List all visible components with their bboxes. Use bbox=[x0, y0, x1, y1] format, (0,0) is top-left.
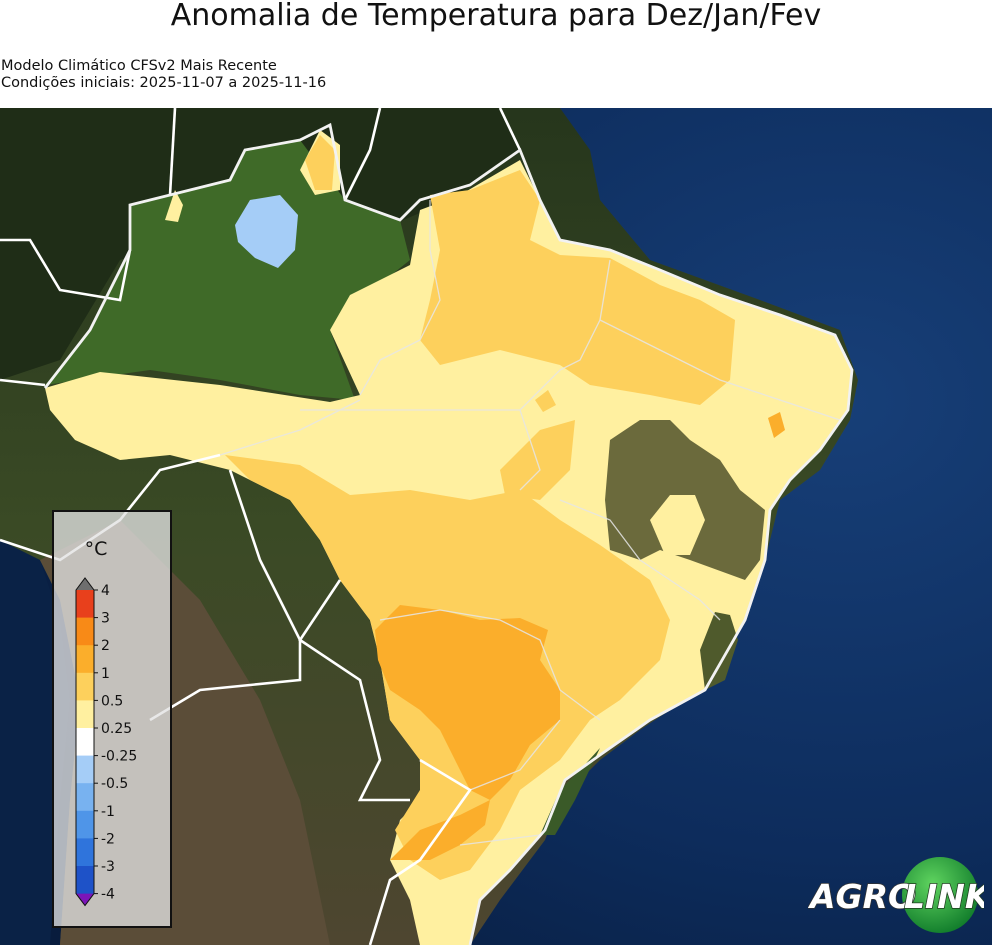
anomaly-region-0.25-0.5-northwest bbox=[165, 190, 183, 222]
colorbar-segment bbox=[76, 810, 94, 839]
colorbar-legend: °C 4 3 2 1 0.5 0.25 -0.25 -0.5 -1 -2 -3 -4 bbox=[52, 510, 172, 928]
anomaly-region-0.5-1-north bbox=[420, 170, 735, 405]
colorbar-tick-label: -0.5 bbox=[101, 776, 128, 792]
colorbar-tick-label: -3 bbox=[101, 859, 115, 875]
colorbar-segment bbox=[76, 590, 94, 619]
amazon-forest bbox=[45, 140, 410, 400]
brazil-outline bbox=[43, 122, 854, 945]
colorbar-segment bbox=[76, 700, 94, 729]
map-title: Anomalia de Temperatura para Dez/Jan/Fev bbox=[170, 0, 822, 33]
anomaly-region-0.5-1-northwest bbox=[305, 135, 335, 190]
colorbar-tick-label: -1 bbox=[101, 804, 115, 820]
colorbar-tick-label: -0.25 bbox=[101, 749, 137, 765]
colorbar-segment bbox=[76, 866, 94, 895]
logo-text-agro: AGRO bbox=[808, 877, 916, 916]
colorbar-under-arrow bbox=[76, 893, 94, 906]
colorbar-tick-label: 1 bbox=[101, 666, 110, 682]
agrolink-logo: AGRO LINK bbox=[808, 857, 984, 933]
colorbar-tick-label: 0.5 bbox=[101, 693, 123, 709]
colorbar-segment bbox=[76, 783, 94, 812]
colorbar-tick-label: 2 bbox=[101, 638, 110, 654]
colorbar-segment bbox=[76, 672, 94, 701]
colorbar-segment bbox=[76, 617, 94, 646]
logo-text-link: LINK bbox=[904, 877, 984, 916]
borders bbox=[219, 200, 841, 846]
neutral-region-espirito-santo bbox=[700, 612, 738, 690]
logo-circle bbox=[902, 857, 978, 933]
colorbar: 4 3 2 1 0.5 0.25 -0.25 -0.5 -1 -2 -3 -4 bbox=[75, 577, 137, 907]
anomaly-region-0.5-1-east bbox=[500, 420, 575, 500]
subtitle-model: Modelo Climático CFSv2 Mais Recente bbox=[1, 58, 277, 74]
colorbar-tick-label: -4 bbox=[101, 887, 115, 903]
colorbar-segment bbox=[76, 728, 94, 757]
colorbar-segment bbox=[76, 645, 94, 674]
colorbar-segment bbox=[76, 838, 94, 867]
neutral-region-coast-south bbox=[540, 748, 600, 835]
colorbar-segment bbox=[76, 755, 94, 784]
colorbar-tick-label: 0.25 bbox=[101, 721, 132, 737]
anomaly-region-neg-0.25-0.5 bbox=[235, 195, 298, 268]
map-subtitle: Modelo Climático CFSv2 Mais Recente Cond… bbox=[1, 58, 326, 92]
colorbar-tick-label: 4 bbox=[101, 583, 110, 599]
anomaly-region-1-2-small bbox=[768, 412, 785, 438]
anomaly-region-1-2 bbox=[375, 605, 560, 800]
anomaly-region-0.25-0.5-bahia bbox=[650, 495, 705, 555]
colorbar-over-arrow bbox=[76, 578, 94, 590]
legend-unit: °C bbox=[84, 538, 108, 560]
colorbar-tick-label: -2 bbox=[101, 831, 115, 847]
anomaly-region-0.5-1-dot bbox=[535, 390, 556, 412]
subtitle-initial-conditions: Condições iniciais: 2025-11-07 a 2025-11… bbox=[1, 75, 327, 91]
colorbar-tick-label: 3 bbox=[101, 611, 110, 627]
temperature-anomaly-map bbox=[0, 108, 992, 945]
